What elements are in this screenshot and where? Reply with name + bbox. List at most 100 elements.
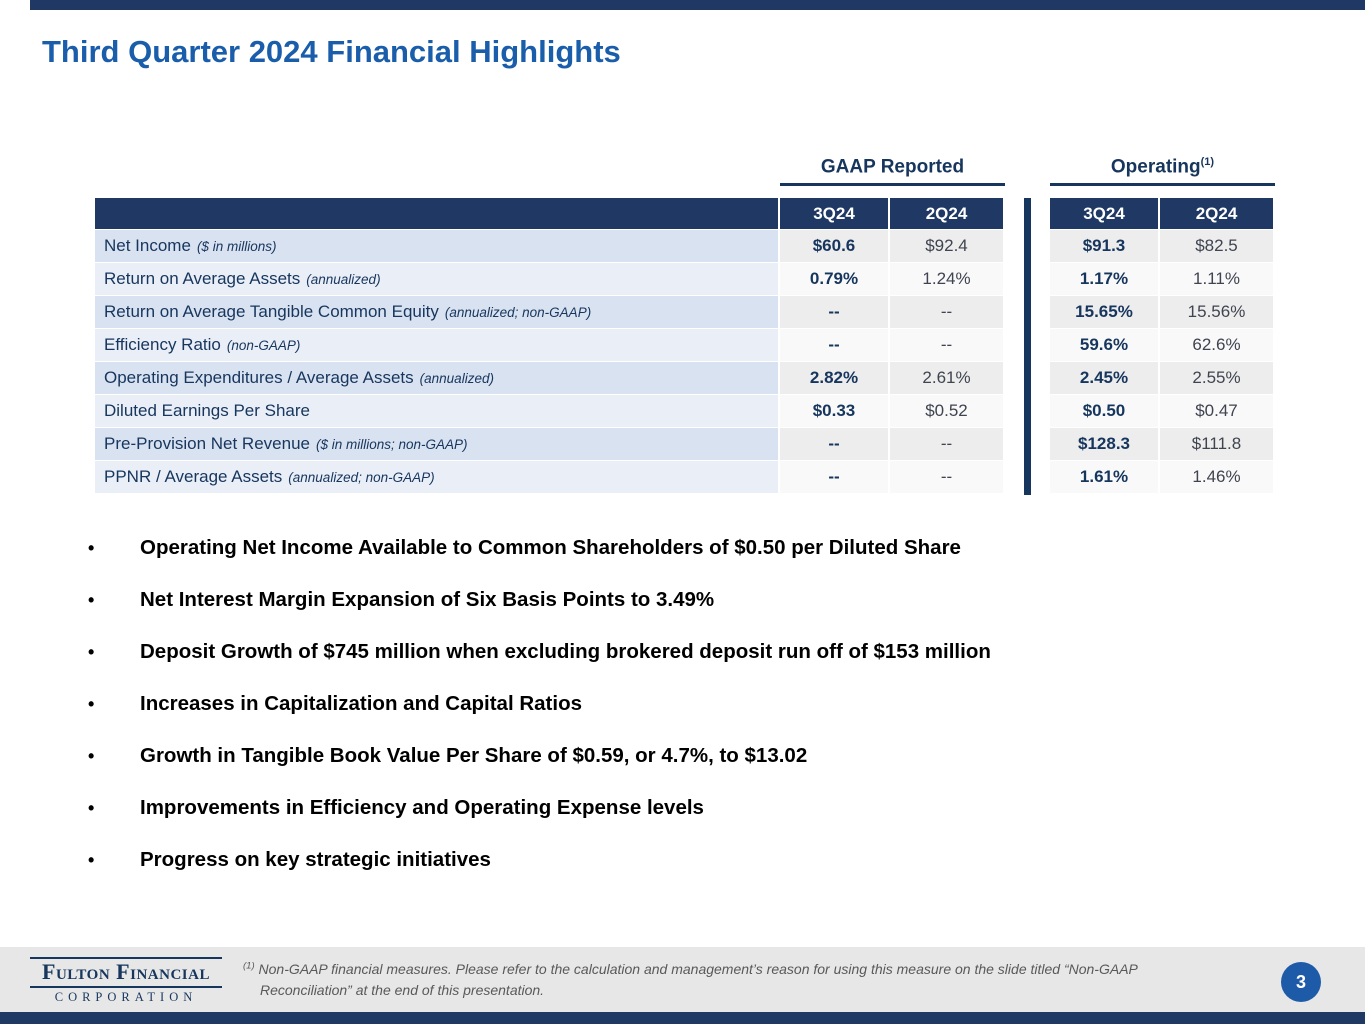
table-row-operating-expenditures: Operating Expenditures / Average Assets (… [95, 362, 1280, 395]
list-item: • Progress on key strategic initiatives [88, 849, 1308, 871]
cell-gaap-3q24: 0.79% [780, 263, 890, 296]
footnote: (1) Non-GAAP financial measures. Please … [243, 959, 1233, 1001]
bullet-icon: • [88, 642, 95, 662]
table-header-row: 3Q24 2Q24 3Q24 2Q24 [95, 198, 1280, 230]
cell-gaap-3q24: $0.33 [780, 395, 890, 428]
cell-operating-2q24: 15.56% [1160, 296, 1275, 329]
header-gaap-3q24: 3Q24 [780, 198, 890, 230]
bullet-icon: • [88, 850, 95, 870]
cell-operating-2q24: 2.55% [1160, 362, 1275, 395]
cell-gaap-3q24: $60.6 [780, 230, 890, 263]
cell-operating-3q24: $91.3 [1050, 230, 1160, 263]
cell-gaap-2q24: 2.61% [890, 362, 1005, 395]
group-header-gaap: GAAP Reported [780, 152, 1005, 186]
group-header-operating: Operating(1) [1050, 152, 1275, 186]
footnote-marker: (1) [243, 960, 255, 972]
list-item: • Improvements in Efficiency and Operatin… [88, 797, 1308, 819]
company-logo: Fulton Financial CORPORATION [30, 957, 222, 1005]
cell-operating-3q24: 1.61% [1050, 461, 1160, 494]
row-qualifier: (annualized; non-GAAP) [444, 304, 592, 320]
cell-gaap-3q24: -- [780, 461, 890, 494]
row-label: PPNR / Average Assets [104, 467, 283, 486]
cell-gaap-2q24: $92.4 [890, 230, 1005, 263]
bullet-text: Deposit Growth of $745 million when excl… [140, 640, 991, 663]
cell-operating-2q24: $82.5 [1160, 230, 1275, 263]
cell-operating-3q24: 1.17% [1050, 263, 1160, 296]
row-qualifier: (annualized) [419, 370, 494, 386]
cell-gaap-2q24: $0.52 [890, 395, 1005, 428]
cell-gaap-2q24: -- [890, 461, 1005, 494]
table-body: 3Q24 2Q24 3Q24 2Q24 Net Income ($ in mill… [95, 198, 1280, 495]
page-title: Third Quarter 2024 Financial Highlights [42, 34, 621, 69]
cell-gaap-3q24: -- [780, 329, 890, 362]
cell-gaap-3q24: -- [780, 428, 890, 461]
row-label: Net Income [104, 236, 191, 255]
list-item: • Increases in Capitalization and Capital… [88, 693, 1308, 715]
bullet-text: Increases in Capitalization and Capital … [140, 692, 583, 715]
row-label: Efficiency Ratio [104, 335, 221, 354]
list-item: • Growth in Tangible Book Value Per Share… [88, 745, 1308, 767]
bottom-accent-bar [0, 1012, 1365, 1024]
row-label: Diluted Earnings Per Share [104, 401, 311, 420]
row-qualifier: (non-GAAP) [226, 337, 301, 353]
operating-footnote-superscript: (1) [1200, 156, 1215, 168]
header-operating-3q24: 3Q24 [1050, 198, 1160, 230]
table-row-diluted-eps: Diluted Earnings Per Share $0.33 $0.52 $… [95, 395, 1280, 428]
table-row-return-on-average-assets: Return on Average Assets (annualized) 0.7… [95, 263, 1280, 296]
bullet-text: Operating Net Income Available to Common… [140, 536, 961, 559]
cell-operating-2q24: 1.11% [1160, 263, 1275, 296]
bullet-icon: • [88, 798, 95, 818]
bullet-text: Growth in Tangible Book Value Per Share … [140, 744, 808, 767]
highlights-list: • Operating Net Income Available to Commo… [88, 537, 1308, 901]
bullet-text: Improvements in Efficiency and Operating… [140, 796, 704, 819]
cell-operating-3q24: $128.3 [1050, 428, 1160, 461]
footer: Fulton Financial CORPORATION (1) Non-GAA… [0, 947, 1365, 1012]
cell-operating-3q24: 2.45% [1050, 362, 1160, 395]
row-label: Pre-Provision Net Revenue [104, 434, 310, 453]
bullet-icon: • [88, 538, 95, 558]
logo-subtitle: CORPORATION [54, 990, 198, 1004]
list-item: • Operating Net Income Available to Commo… [88, 537, 1308, 559]
list-item: • Deposit Growth of $745 million when exc… [88, 641, 1308, 663]
bullet-text: Progress on key strategic initiatives [140, 848, 491, 871]
bullet-text: Net Interest Margin Expansion of Six Bas… [140, 588, 715, 611]
row-label: Return on Average Tangible Common Equity [104, 302, 439, 321]
row-qualifier: (annualized; non-GAAP) [288, 469, 435, 485]
table-group-divider [1024, 198, 1031, 495]
table-row-net-income: Net Income ($ in millions) $60.6 $92.4 $9… [95, 230, 1280, 263]
row-qualifier: (annualized) [306, 271, 381, 287]
logo-company-name: Fulton Financial [30, 957, 222, 988]
footnote-line-1: (1) Non-GAAP financial measures. Please … [243, 960, 1138, 977]
footnote-line-2: Reconciliation” at the end of this prese… [260, 982, 545, 998]
cell-operating-2q24: $0.47 [1160, 395, 1275, 428]
header-gaap-2q24: 2Q24 [890, 198, 1005, 230]
cell-gaap-2q24: -- [890, 296, 1005, 329]
table-group-headers: GAAP Reported Operating(1) [95, 152, 1280, 186]
page-number-badge: 3 [1281, 962, 1321, 1002]
cell-operating-2q24: 62.6% [1160, 329, 1275, 362]
cell-gaap-2q24: -- [890, 329, 1005, 362]
table-row-return-on-tangible-common-equity: Return on Average Tangible Common Equity… [95, 296, 1280, 329]
header-operating-2q24: 2Q24 [1160, 198, 1275, 230]
cell-gaap-3q24: -- [780, 296, 890, 329]
cell-operating-3q24: $0.50 [1050, 395, 1160, 428]
row-label: Return on Average Assets [104, 269, 301, 288]
cell-gaap-2q24: 1.24% [890, 263, 1005, 296]
cell-gaap-2q24: -- [890, 428, 1005, 461]
cell-operating-3q24: 59.6% [1050, 329, 1160, 362]
row-qualifier: ($ in millions; non-GAAP) [315, 436, 468, 452]
row-qualifier: ($ in millions) [196, 238, 277, 254]
group-header-gap [1005, 152, 1050, 186]
table-row-efficiency-ratio: Efficiency Ratio (non-GAAP) -- -- 59.6% 6… [95, 329, 1280, 362]
cell-operating-2q24: $111.8 [1160, 428, 1275, 461]
bullet-icon: • [88, 590, 95, 610]
list-item: • Net Interest Margin Expansion of Six Ba… [88, 589, 1308, 611]
cell-operating-2q24: 1.46% [1160, 461, 1275, 494]
cell-operating-3q24: 15.65% [1050, 296, 1160, 329]
group-header-spacer [95, 152, 780, 186]
header-label-spacer [95, 198, 780, 230]
table-row-pre-provision-net-revenue: Pre-Provision Net Revenue ($ in millions;… [95, 428, 1280, 461]
top-accent-bar [30, 0, 1365, 10]
bullet-icon: • [88, 694, 95, 714]
cell-gaap-3q24: 2.82% [780, 362, 890, 395]
